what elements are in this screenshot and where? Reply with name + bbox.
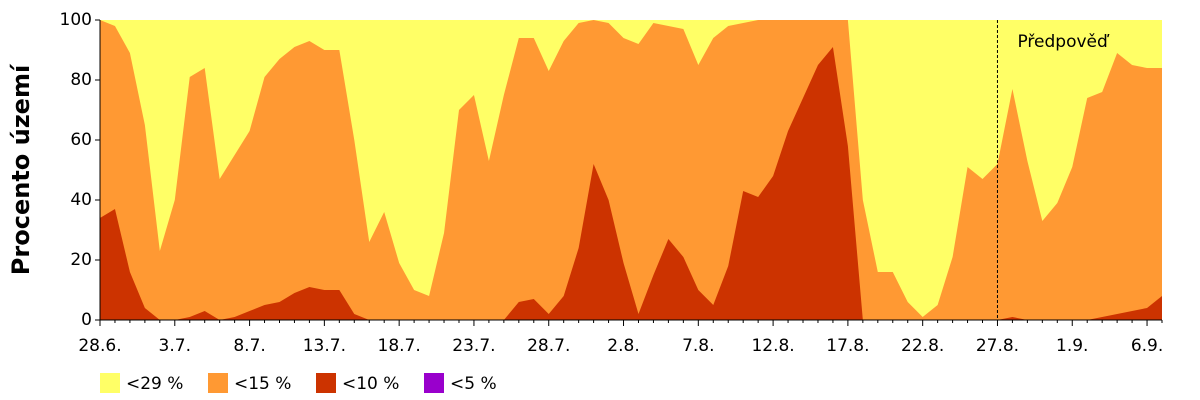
x-tick-label: 12.8. [751,336,794,356]
x-tick-label: 8.7. [233,336,265,356]
x-tick-label: 7.8. [682,336,714,356]
x-tick-label: 22.8. [901,336,944,356]
x-tick-label: 6.9. [1131,336,1163,356]
x-tick-label: 18.7. [378,336,421,356]
x-tick-label: 28.7. [527,336,570,356]
y-tick-label: 20 [70,250,92,270]
annotation: Předpověď [1017,32,1110,52]
x-tick-label: 28.6. [78,336,121,356]
y-tick-label: 100 [60,10,92,30]
x-tick-label: 1.9. [1056,336,1088,356]
legend-swatch [100,373,120,393]
legend-swatch [424,373,444,393]
area [100,20,1162,320]
x-tick-label: 13.7. [303,336,346,356]
legend-label: <15 % [234,374,291,394]
legend-label: <10 % [342,374,399,394]
legend-label: <29 % [126,374,183,394]
y-tick-label: 0 [81,310,92,330]
y-tick-label: 60 [70,130,92,150]
y-tick-label: 40 [70,190,92,210]
x-tick-label: 17.8. [826,336,869,356]
legend-swatch [208,373,228,393]
x-tick-label: 27.8. [976,336,1019,356]
legend-swatch [316,373,336,393]
y-tick-label: 80 [70,70,92,90]
x-tick-label: 3.7. [159,336,191,356]
x-tick-label: 23.7. [452,336,495,356]
x-tick-label: 2.8. [607,336,639,356]
y-axis-label: Procento území [7,63,35,275]
legend-label: <5 % [450,374,497,394]
